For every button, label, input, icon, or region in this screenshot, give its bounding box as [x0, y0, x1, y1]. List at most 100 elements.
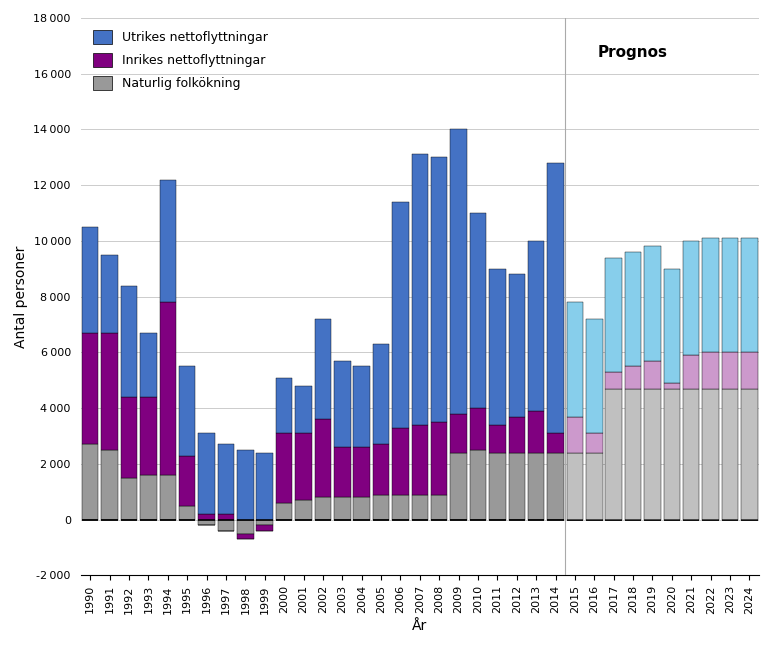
- Bar: [625, 366, 642, 389]
- Bar: [605, 258, 622, 372]
- Bar: [257, 453, 273, 520]
- Bar: [625, 252, 642, 366]
- Bar: [82, 444, 98, 520]
- Bar: [218, 520, 234, 531]
- Bar: [353, 498, 370, 520]
- Bar: [373, 344, 390, 444]
- Bar: [101, 450, 117, 520]
- Bar: [295, 500, 312, 520]
- Bar: [528, 453, 544, 520]
- Bar: [431, 494, 448, 520]
- Bar: [199, 514, 215, 520]
- Bar: [586, 433, 603, 453]
- Bar: [567, 417, 583, 453]
- Bar: [353, 447, 370, 498]
- Bar: [295, 433, 312, 500]
- Bar: [140, 475, 157, 520]
- Bar: [159, 302, 176, 475]
- Bar: [334, 361, 350, 447]
- Bar: [605, 389, 622, 520]
- Bar: [586, 453, 603, 520]
- Bar: [101, 255, 117, 333]
- Bar: [257, 520, 273, 525]
- Bar: [664, 389, 680, 520]
- Bar: [179, 506, 196, 520]
- Bar: [741, 353, 758, 389]
- Bar: [528, 411, 544, 453]
- Bar: [392, 202, 409, 428]
- Bar: [664, 269, 680, 383]
- Bar: [140, 333, 157, 397]
- Bar: [82, 333, 98, 444]
- Bar: [722, 238, 738, 353]
- Bar: [411, 494, 428, 520]
- Bar: [276, 433, 292, 503]
- Bar: [101, 333, 117, 450]
- Bar: [392, 428, 409, 494]
- Bar: [683, 241, 700, 355]
- Bar: [567, 453, 583, 520]
- Bar: [528, 241, 544, 411]
- Bar: [276, 503, 292, 520]
- Y-axis label: Antal personer: Antal personer: [14, 245, 28, 348]
- Bar: [315, 498, 331, 520]
- Bar: [741, 238, 758, 353]
- Bar: [237, 520, 254, 534]
- Bar: [489, 425, 506, 453]
- Bar: [470, 408, 486, 450]
- Bar: [451, 129, 467, 414]
- Bar: [140, 397, 157, 475]
- Bar: [82, 227, 98, 333]
- Bar: [470, 450, 486, 520]
- Bar: [722, 353, 738, 389]
- Bar: [411, 425, 428, 494]
- Bar: [159, 475, 176, 520]
- Bar: [295, 386, 312, 433]
- Bar: [586, 319, 603, 433]
- Bar: [121, 478, 138, 520]
- Bar: [121, 285, 138, 397]
- Bar: [644, 361, 661, 389]
- Bar: [121, 397, 138, 478]
- Bar: [411, 155, 428, 425]
- Bar: [218, 514, 234, 520]
- Bar: [605, 372, 622, 389]
- Legend: Utrikes nettoflyttningar, Inrikes nettoflyttningar, Naturlig folkökning: Utrikes nettoflyttningar, Inrikes nettof…: [87, 24, 274, 96]
- Bar: [703, 389, 719, 520]
- Bar: [179, 455, 196, 506]
- Bar: [489, 269, 506, 425]
- Bar: [451, 414, 467, 453]
- Bar: [703, 353, 719, 389]
- Bar: [199, 433, 215, 514]
- Bar: [353, 366, 370, 447]
- Bar: [489, 453, 506, 520]
- Bar: [509, 417, 525, 453]
- Bar: [683, 389, 700, 520]
- Bar: [547, 163, 564, 433]
- Bar: [644, 247, 661, 361]
- Bar: [315, 419, 331, 498]
- Bar: [237, 534, 254, 539]
- Bar: [159, 180, 176, 302]
- Bar: [703, 238, 719, 353]
- Bar: [625, 389, 642, 520]
- Bar: [431, 422, 448, 494]
- Bar: [567, 302, 583, 417]
- Bar: [509, 453, 525, 520]
- X-axis label: År: År: [412, 619, 427, 633]
- Bar: [218, 444, 234, 514]
- Bar: [451, 453, 467, 520]
- Bar: [741, 389, 758, 520]
- Bar: [334, 498, 350, 520]
- Bar: [547, 433, 564, 453]
- Bar: [276, 377, 292, 433]
- Bar: [683, 355, 700, 389]
- Bar: [722, 389, 738, 520]
- Bar: [373, 444, 390, 494]
- Bar: [334, 447, 350, 498]
- Bar: [237, 450, 254, 520]
- Bar: [509, 274, 525, 417]
- Bar: [644, 389, 661, 520]
- Bar: [315, 319, 331, 419]
- Bar: [547, 453, 564, 520]
